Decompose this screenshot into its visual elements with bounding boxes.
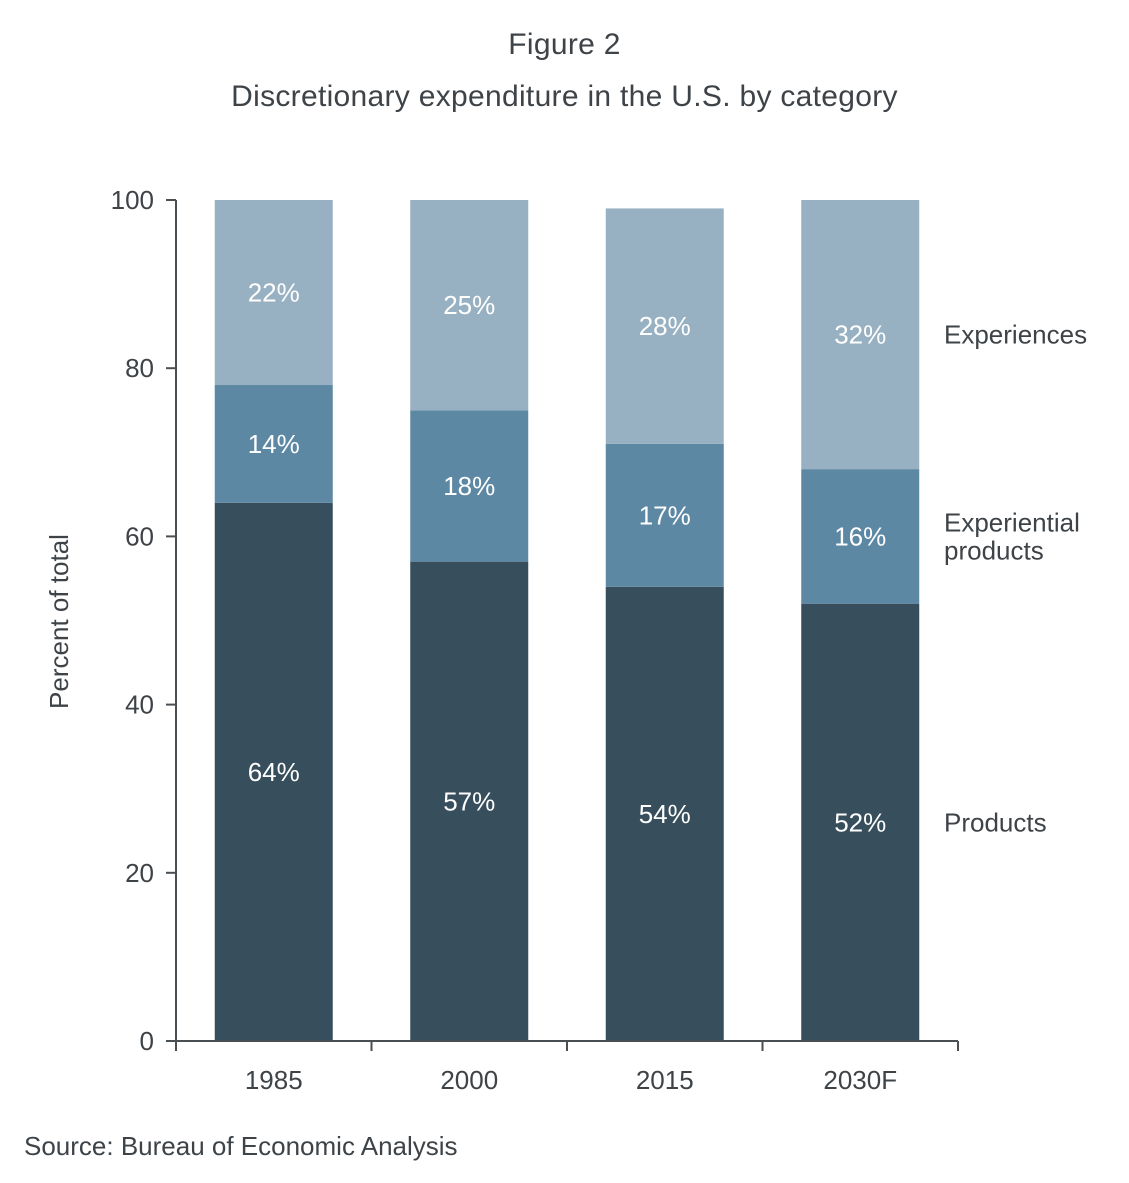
y-tick-label: 40	[125, 690, 154, 720]
data-label: 17%	[639, 500, 691, 530]
data-label: 18%	[443, 471, 495, 501]
bar-products-2030f	[801, 603, 920, 1041]
series-label-products: Products	[944, 807, 1047, 837]
y-tick-label: 80	[125, 353, 154, 383]
data-label: 52%	[834, 807, 886, 837]
bars-layer	[214, 200, 920, 1041]
data-label: 57%	[443, 786, 495, 816]
y-tick-label: 100	[111, 185, 154, 215]
bar-products-2000	[410, 561, 529, 1041]
bar-experiences-2015	[605, 208, 724, 444]
data-label: 16%	[834, 521, 886, 551]
data-label: 32%	[834, 320, 886, 350]
stacked-bar-chart: 0 20 40 60 80 100 1985 2000 2015 2030F Percent of …	[44, 185, 1087, 1095]
data-label: 28%	[639, 311, 691, 341]
axes: 0 20 40 60 80 100 1985 2000 2015 2030F Percent of …	[44, 185, 959, 1095]
data-label: 25%	[443, 290, 495, 320]
bar-experiential-products-1985	[214, 385, 333, 503]
chart-title: Discretionary expenditure in the U.S. by…	[231, 80, 898, 113]
bar-products-1985	[214, 502, 333, 1041]
data-label: 22%	[248, 278, 300, 308]
bar-experiences-1985	[214, 200, 333, 386]
y-tick-label: 20	[125, 858, 154, 888]
x-tick-label: 2000	[440, 1065, 498, 1095]
data-label: 64%	[248, 757, 300, 787]
figure-label: Figure 2	[508, 28, 621, 61]
source-note: Source: Bureau of Economic Analysis	[24, 1131, 458, 1161]
bar-experiences-2030f	[801, 200, 920, 470]
data-label: 54%	[639, 799, 691, 829]
data-labels: 64% 14% 22% 57% 18% 25% 54% 17% 28% 52% 16% 32%	[248, 278, 887, 838]
series-labels: Experiences Experiential products Products	[944, 320, 1087, 838]
x-tick-label: 2015	[636, 1065, 694, 1095]
bar-experiential-products-2030f	[801, 469, 920, 604]
data-label: 14%	[248, 429, 300, 459]
x-tick-label: 2030F	[823, 1065, 897, 1095]
bar-experiences-2000	[410, 200, 529, 411]
bar-experiential-products-2015	[605, 443, 724, 587]
series-label-experiential-products: Experiential products	[944, 507, 1080, 565]
y-axis-title: Percent of total	[44, 534, 74, 709]
bar-products-2015	[605, 586, 724, 1041]
y-tick-label: 0	[140, 1026, 154, 1056]
series-label-experiences: Experiences	[944, 320, 1087, 350]
x-tick-label: 1985	[245, 1065, 303, 1095]
y-tick-label: 60	[125, 521, 154, 551]
bar-experiential-products-2000	[410, 410, 529, 562]
